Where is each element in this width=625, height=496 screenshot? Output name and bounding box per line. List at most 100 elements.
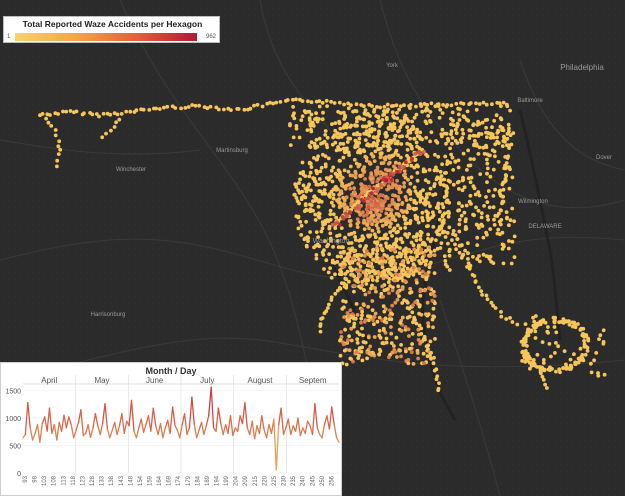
accident-hexagon[interactable] bbox=[478, 259, 482, 264]
accident-hexagon[interactable] bbox=[208, 104, 213, 109]
accident-hexagon[interactable] bbox=[384, 340, 389, 345]
accident-hexagon[interactable] bbox=[475, 243, 480, 248]
accident-hexagon[interactable] bbox=[413, 300, 418, 304]
accident-hexagon[interactable] bbox=[424, 152, 428, 157]
accident-hexagon[interactable] bbox=[424, 344, 429, 349]
accident-hexagon[interactable] bbox=[598, 333, 603, 338]
accident-hexagon[interactable] bbox=[485, 161, 490, 166]
accident-hexagon[interactable] bbox=[309, 165, 314, 170]
accident-hexagon[interactable] bbox=[480, 224, 485, 228]
accident-hexagon[interactable] bbox=[353, 316, 358, 321]
accident-hexagon[interactable] bbox=[503, 173, 508, 177]
accident-hexagon[interactable] bbox=[507, 223, 511, 228]
accident-hexagon[interactable] bbox=[438, 107, 443, 112]
accident-hexagon[interactable] bbox=[445, 198, 450, 203]
accident-hexagon[interactable] bbox=[420, 137, 424, 142]
accident-hexagon[interactable] bbox=[311, 176, 316, 181]
accident-hexagon[interactable] bbox=[373, 235, 378, 240]
accident-hexagon[interactable] bbox=[507, 126, 511, 131]
accident-hexagon[interactable] bbox=[384, 336, 389, 341]
accident-hexagon[interactable] bbox=[351, 109, 355, 114]
accident-hexagon[interactable] bbox=[392, 226, 397, 231]
accident-hexagon[interactable] bbox=[490, 132, 495, 137]
accident-hexagon[interactable] bbox=[592, 358, 596, 363]
accident-hexagon[interactable] bbox=[361, 210, 365, 215]
accident-hexagon[interactable] bbox=[68, 109, 73, 113]
accident-hexagon[interactable] bbox=[597, 337, 601, 341]
accident-hexagon[interactable] bbox=[322, 188, 327, 192]
accident-hexagon[interactable] bbox=[398, 273, 402, 277]
accident-hexagon[interactable] bbox=[402, 209, 407, 214]
accident-hexagon[interactable] bbox=[493, 154, 497, 159]
accident-hexagon[interactable] bbox=[554, 369, 558, 374]
accident-hexagon[interactable] bbox=[114, 120, 118, 125]
accident-hexagon[interactable] bbox=[362, 260, 367, 265]
accident-hexagon[interactable] bbox=[388, 171, 393, 176]
accident-hexagon[interactable] bbox=[271, 101, 275, 106]
accident-hexagon[interactable] bbox=[413, 189, 418, 194]
accident-hexagon[interactable] bbox=[389, 317, 394, 322]
accident-hexagon[interactable] bbox=[341, 195, 346, 200]
accident-hexagon[interactable] bbox=[414, 130, 419, 135]
accident-hexagon[interactable] bbox=[333, 171, 338, 176]
accident-hexagon[interactable] bbox=[370, 299, 375, 303]
accident-hexagon[interactable] bbox=[408, 136, 412, 141]
accident-hexagon[interactable] bbox=[90, 112, 95, 117]
accident-hexagon[interactable] bbox=[338, 132, 343, 137]
accident-hexagon[interactable] bbox=[338, 262, 343, 267]
accident-hexagon[interactable] bbox=[300, 114, 305, 119]
accident-hexagon[interactable] bbox=[298, 171, 303, 176]
accident-hexagon[interactable] bbox=[380, 248, 385, 253]
accident-hexagon[interactable] bbox=[311, 208, 315, 213]
accident-hexagon[interactable] bbox=[467, 136, 472, 141]
accident-hexagon[interactable] bbox=[390, 128, 395, 133]
accident-hexagon[interactable] bbox=[326, 306, 330, 310]
accident-hexagon[interactable] bbox=[399, 122, 404, 127]
accident-hexagon[interactable] bbox=[193, 103, 198, 108]
accident-hexagon[interactable] bbox=[448, 160, 453, 165]
accident-hexagon[interactable] bbox=[360, 283, 364, 288]
accident-hexagon[interactable] bbox=[380, 223, 385, 228]
accident-hexagon[interactable] bbox=[474, 107, 479, 112]
accident-hexagon[interactable] bbox=[314, 111, 318, 116]
accident-hexagon[interactable] bbox=[567, 319, 571, 323]
accident-hexagon[interactable] bbox=[388, 224, 392, 229]
accident-hexagon[interactable] bbox=[82, 111, 86, 116]
accident-hexagon[interactable] bbox=[356, 257, 361, 261]
accident-hexagon[interactable] bbox=[348, 164, 353, 169]
accident-hexagon[interactable] bbox=[497, 219, 502, 224]
accident-hexagon[interactable] bbox=[390, 234, 394, 238]
accident-hexagon[interactable] bbox=[344, 125, 349, 130]
accident-hexagon[interactable] bbox=[354, 279, 359, 284]
accident-hexagon[interactable] bbox=[427, 286, 431, 291]
accident-hexagon[interactable] bbox=[457, 201, 461, 206]
accident-hexagon[interactable] bbox=[450, 155, 455, 160]
accident-hexagon[interactable] bbox=[335, 198, 339, 203]
accident-hexagon[interactable] bbox=[395, 111, 399, 115]
accident-hexagon[interactable] bbox=[400, 260, 405, 264]
accident-hexagon[interactable] bbox=[449, 152, 453, 157]
accident-hexagon[interactable] bbox=[381, 161, 386, 165]
accident-hexagon[interactable] bbox=[519, 339, 524, 344]
accident-hexagon[interactable] bbox=[380, 284, 385, 289]
accident-hexagon[interactable] bbox=[382, 259, 387, 264]
accident-hexagon[interactable] bbox=[405, 116, 409, 121]
accident-hexagon[interactable] bbox=[339, 179, 343, 183]
accident-hexagon[interactable] bbox=[423, 262, 428, 267]
accident-hexagon[interactable] bbox=[296, 226, 301, 231]
accident-hexagon[interactable] bbox=[314, 182, 319, 187]
accident-hexagon[interactable] bbox=[386, 186, 391, 191]
accident-hexagon[interactable] bbox=[360, 124, 365, 129]
accident-hexagon[interactable] bbox=[395, 178, 399, 183]
accident-hexagon[interactable] bbox=[379, 291, 384, 296]
accident-hexagon[interactable] bbox=[386, 256, 391, 261]
accident-hexagon[interactable] bbox=[395, 291, 400, 295]
accident-hexagon[interactable] bbox=[430, 237, 434, 241]
accident-hexagon[interactable] bbox=[383, 199, 387, 203]
accident-hexagon[interactable] bbox=[361, 333, 365, 338]
accident-hexagon[interactable] bbox=[396, 129, 400, 134]
accident-hexagon[interactable] bbox=[408, 181, 413, 186]
accident-hexagon[interactable] bbox=[429, 130, 434, 135]
accident-hexagon[interactable] bbox=[534, 314, 538, 318]
